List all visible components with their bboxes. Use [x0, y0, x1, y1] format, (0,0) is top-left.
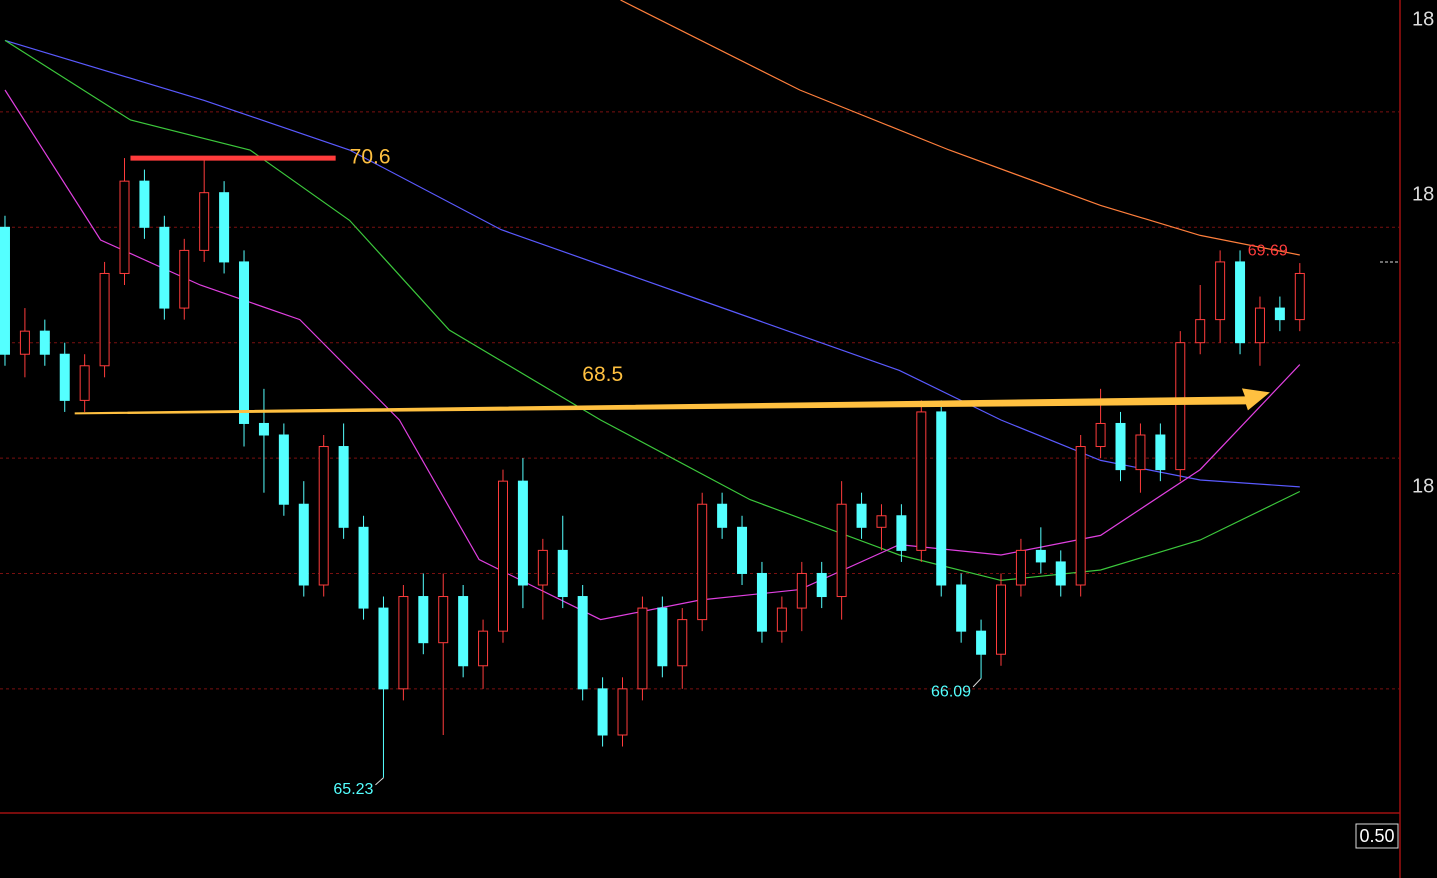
- candle-body: [537, 549, 548, 586]
- price-label: 65.23: [333, 781, 373, 798]
- candle-body: [318, 446, 329, 586]
- arrow-label: 68.5: [582, 363, 623, 386]
- trend-arrow: [74, 388, 1270, 415]
- candle-body: [557, 549, 568, 598]
- candle-body: [1254, 307, 1265, 344]
- pointer: [375, 777, 384, 786]
- candle-body: [836, 503, 847, 598]
- candle-body: [896, 515, 907, 551]
- candle-body: [1274, 307, 1285, 321]
- candle-body: [1075, 446, 1086, 586]
- price-label: 66.09: [931, 684, 971, 701]
- candle-body: [856, 503, 867, 528]
- candle-body: [657, 607, 668, 667]
- candle-body: [258, 422, 269, 436]
- candle-body: [1215, 261, 1226, 321]
- candle-body: [936, 411, 947, 586]
- candle-body: [717, 503, 728, 528]
- candle-body: [79, 365, 90, 401]
- candle-body: [517, 480, 528, 586]
- candle-body: [756, 572, 767, 632]
- pointer: [972, 678, 982, 688]
- ma-line: [4, 39, 1300, 488]
- ma-line: [620, 0, 1300, 256]
- sub-tick-label: 0.50: [1359, 826, 1394, 846]
- candle-body: [577, 596, 588, 690]
- candle-body: [278, 434, 289, 505]
- candle-body: [916, 411, 927, 551]
- candle-body: [398, 596, 409, 690]
- candle-body: [1115, 422, 1126, 471]
- candle-body: [617, 688, 628, 736]
- candle-body: [637, 607, 648, 690]
- candle-body: [737, 526, 748, 574]
- candle-body: [139, 180, 150, 228]
- candle-body: [1294, 272, 1305, 321]
- candle-body: [1095, 422, 1106, 448]
- candle-body: [976, 630, 987, 655]
- price-label: 69.69: [1248, 242, 1288, 259]
- candle-body: [597, 688, 608, 736]
- candle-body: [956, 584, 967, 632]
- ma-line: [4, 39, 1301, 582]
- candle-body: [776, 607, 787, 632]
- candle-body: [119, 180, 130, 274]
- sub-tick-box: [1355, 823, 1399, 849]
- right-axis-label: 18: [1412, 8, 1434, 30]
- candle-body: [438, 596, 449, 644]
- candle-body: [239, 261, 250, 424]
- candle-body: [1135, 434, 1146, 471]
- candle-body: [358, 526, 369, 609]
- candle-body: [59, 353, 70, 401]
- candle-body: [478, 630, 489, 667]
- resistance-label: 70.6: [350, 146, 391, 169]
- right-axis-label: 18: [1412, 183, 1434, 205]
- candle-body: [816, 572, 827, 598]
- candle-body: [458, 596, 469, 667]
- candle-body: [179, 249, 190, 309]
- candle-body: [1035, 549, 1046, 563]
- candle-body: [1175, 342, 1186, 471]
- candle-body: [1235, 261, 1246, 344]
- candle-body: [39, 330, 50, 355]
- candle-body: [995, 584, 1006, 655]
- candle-body: [338, 446, 349, 528]
- candle-body: [796, 572, 807, 609]
- candle-body: [1015, 549, 1026, 586]
- candle-body: [159, 226, 170, 309]
- candle-body: [1055, 561, 1066, 586]
- candle-body: [219, 192, 230, 263]
- candle-body: [418, 596, 429, 644]
- candle-body: [1155, 434, 1166, 471]
- candle-body: [19, 330, 30, 355]
- candle-body: [1195, 319, 1206, 344]
- candle-body: [298, 503, 309, 586]
- candle-body: [876, 515, 887, 528]
- candle-body: [378, 607, 389, 690]
- candle-body: [0, 226, 10, 355]
- right-axis-label: 18: [1412, 475, 1434, 497]
- candle-body: [199, 192, 210, 251]
- candle-body: [677, 619, 688, 667]
- candle-body: [99, 272, 110, 367]
- candle-body: [497, 480, 508, 632]
- candle-body: [697, 503, 708, 621]
